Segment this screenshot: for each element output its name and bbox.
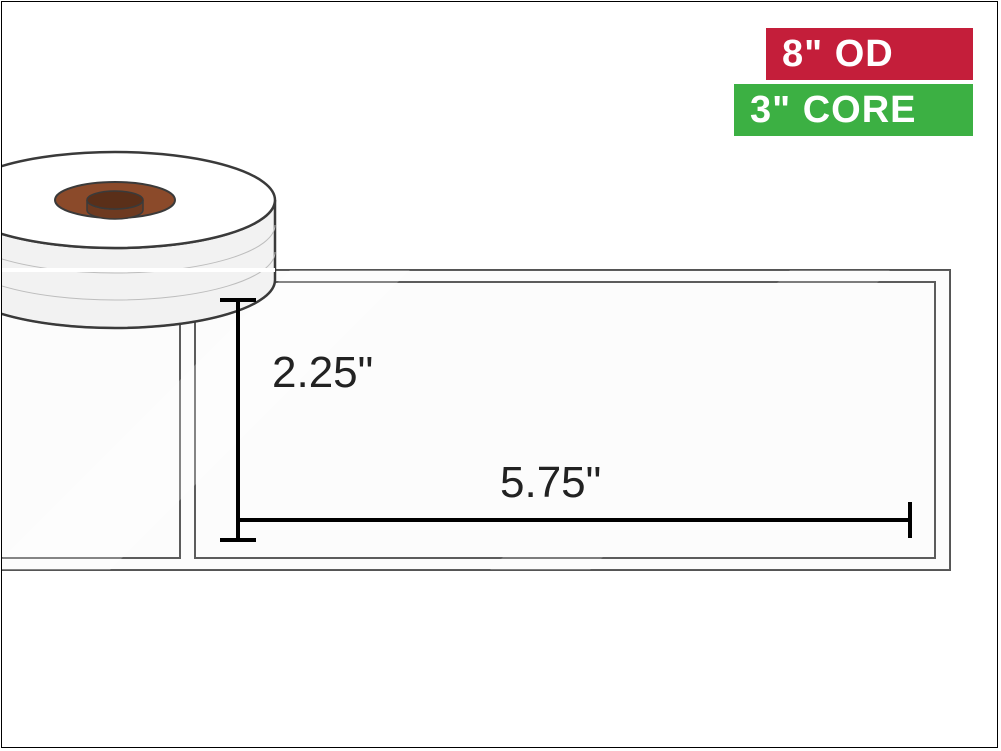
height-dimension-label: 2.25" <box>272 348 373 398</box>
label-roll-diagram <box>0 0 1001 751</box>
width-dimension-label: 5.75" <box>500 458 601 508</box>
